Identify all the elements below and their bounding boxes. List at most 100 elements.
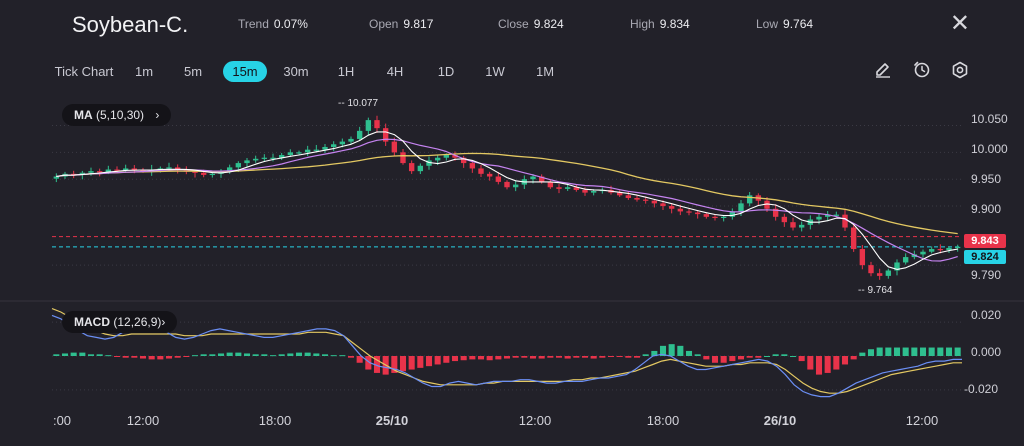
macd-histogram-bar (321, 354, 329, 356)
macd-histogram-bar (304, 352, 311, 356)
candle-body (53, 176, 60, 179)
macd-histogram-bar (451, 356, 459, 362)
macd-histogram-bar (703, 356, 710, 360)
tab-1w[interactable]: 1W (485, 64, 505, 79)
low-stat: Low 9.764 (756, 17, 813, 31)
tab-4h[interactable]: 4H (386, 64, 404, 79)
candle-body (954, 246, 961, 249)
macd-histogram-bar (217, 353, 225, 356)
macd-histogram-bar (122, 356, 129, 358)
candle-body (720, 216, 727, 218)
macd-histogram-bar (945, 347, 953, 356)
candle-body (504, 181, 510, 188)
macd-histogram-bar (174, 356, 181, 358)
macd-histogram-bar (694, 354, 701, 356)
candle-body (460, 157, 467, 164)
tab-1mo[interactable]: 1M (535, 64, 555, 79)
candle-body (192, 171, 198, 173)
trend-label: Trend (238, 17, 269, 31)
candle-body (322, 146, 328, 150)
settings-icon[interactable] (949, 59, 971, 81)
macd-histogram-bar (70, 352, 77, 356)
macd-histogram-bar (547, 356, 554, 358)
macd-tick: 0.020 (971, 308, 1002, 322)
high-stat: High 9.834 (630, 17, 690, 31)
tab-1m[interactable]: 1m (134, 64, 154, 79)
tab-30m[interactable]: 30m (283, 64, 309, 79)
candle-body (391, 141, 398, 153)
candle-body (244, 160, 250, 164)
chart-header: Soybean-C. Trend 0.07% Open 9.817 Close 9.8… (0, 0, 1024, 50)
candle-body (417, 165, 424, 172)
ma-5-line (56, 131, 958, 270)
close-icon[interactable]: ✕ (949, 10, 970, 37)
candle-body (625, 195, 632, 198)
macd-histogram-bar (815, 356, 823, 375)
timeframe-toolbar: Tick Chart 1m 5m 15m 30m 1H 4H 1D 1W 1M (0, 58, 1024, 84)
candle-body (88, 171, 94, 173)
macd-histogram-bar (859, 352, 866, 356)
macd-histogram-bar (61, 353, 69, 356)
macd-histogram-bar (555, 356, 563, 358)
trend-stat: Trend 0.07% (238, 17, 308, 31)
macd-histogram-bar (495, 356, 502, 360)
candle-body (729, 211, 736, 217)
macd-histogram-bar (789, 356, 797, 357)
price-tick: 9.790 (971, 268, 1002, 282)
macd-histogram-bar (200, 354, 207, 356)
time-tick: 12:00 (518, 413, 552, 428)
candle-body (365, 120, 372, 131)
macd-histogram-bar (139, 356, 147, 359)
candle-body (859, 249, 866, 266)
macd-histogram-bar (798, 356, 805, 362)
candle-body (174, 167, 181, 171)
candle-body (200, 172, 207, 175)
candle-body (911, 254, 918, 258)
candle-body (712, 216, 718, 218)
candle-body (634, 198, 640, 200)
macd-histogram-bar (893, 347, 901, 356)
macd-histogram-bar (183, 356, 190, 357)
candle-body (651, 200, 658, 204)
macd-histogram-bar (685, 350, 693, 356)
tab-15m[interactable]: 15m (223, 61, 267, 82)
high-value: 9.834 (659, 17, 690, 31)
macd-histogram-bar (356, 356, 363, 363)
macd-histogram-bar (911, 347, 918, 356)
tab-1d[interactable]: 1D (437, 64, 455, 79)
macd-histogram-bar (755, 356, 762, 358)
macd-histogram-bar (226, 352, 233, 356)
tab-1h[interactable]: 1H (337, 64, 355, 79)
open-value: 9.817 (403, 17, 434, 31)
pencil-icon[interactable] (872, 59, 894, 81)
candle-body (278, 155, 285, 158)
macd-histogram-bar (919, 347, 927, 356)
last-price-tag: 9.824 (964, 250, 1006, 264)
candle-body (374, 120, 380, 129)
low-value: 9.764 (783, 17, 814, 31)
tab-tick-chart[interactable]: Tick Chart (54, 64, 114, 79)
macd-histogram-bar (113, 356, 121, 357)
candle-body (564, 187, 571, 189)
macd-histogram-bar (720, 356, 727, 363)
macd-histogram-bar (633, 356, 641, 358)
time-tick: 18:00 (258, 413, 292, 428)
macd-histogram-bar (954, 347, 961, 356)
candle-body (946, 247, 952, 251)
price-tick: 10.000 (971, 142, 1008, 156)
macd-histogram-bar (841, 356, 849, 365)
ma-label: MA (74, 108, 93, 122)
time-tick: 12:00 (905, 413, 939, 428)
macd-indicator-pill[interactable]: MACD (12,26,9)› (62, 311, 178, 333)
chevron-right-icon: › (155, 108, 160, 122)
close-value: 9.824 (533, 17, 564, 31)
candle-body (296, 152, 302, 154)
macd-histogram-bar (339, 355, 346, 357)
ma-indicator-pill[interactable]: MA (5,10,30) › (62, 104, 172, 126)
macd-histogram-bar (373, 356, 381, 373)
macd-histogram-bar (87, 354, 95, 356)
tab-5m[interactable]: 5m (183, 64, 203, 79)
timer-icon[interactable] (911, 59, 933, 81)
candle-body (434, 157, 441, 161)
